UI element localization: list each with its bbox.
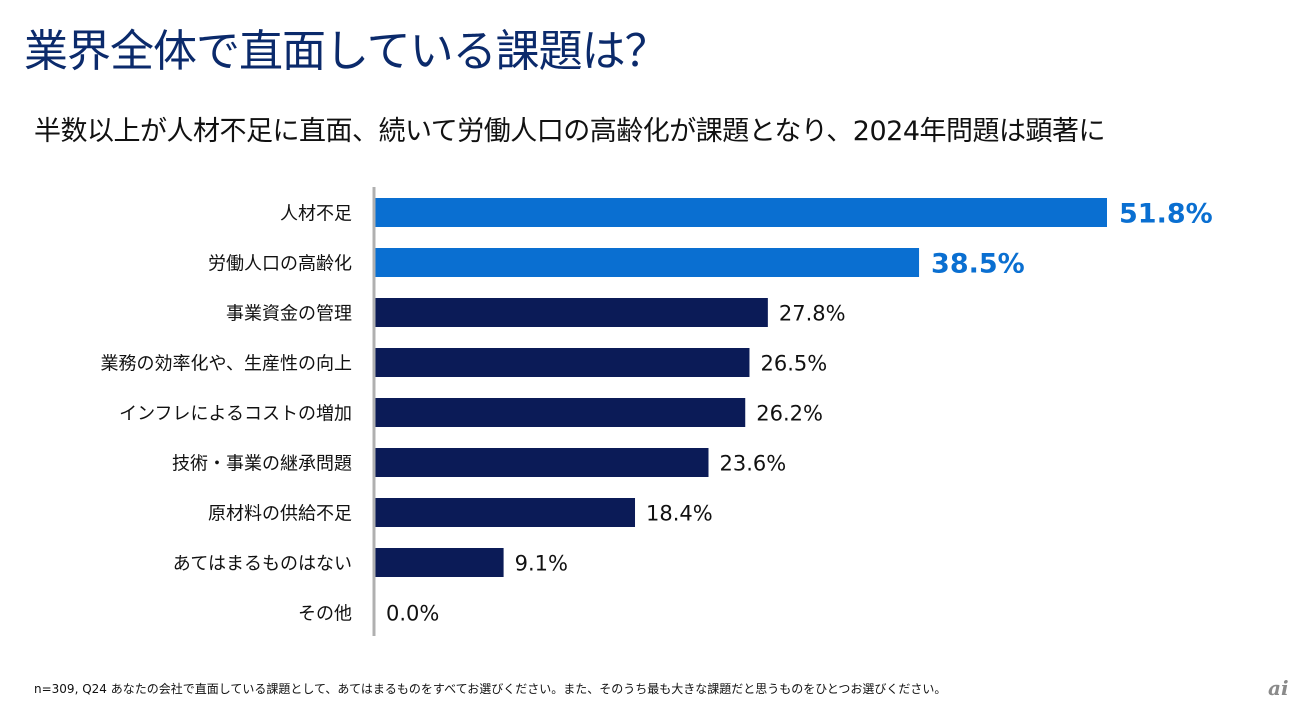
value-label: 18.4%	[646, 502, 713, 526]
category-label: 技術・事業の継承問題	[172, 454, 352, 475]
value-label: 38.5%	[931, 249, 1025, 280]
category-label: 労働人口の高齢化	[208, 254, 352, 275]
value-label: 23.6%	[719, 452, 786, 476]
bar	[375, 448, 709, 477]
bar	[375, 298, 768, 327]
bar	[375, 498, 636, 527]
page-subtitle: 半数以上が人材不足に直面、続いて労働人口の高齢化が課題となり、2024年問題は顕…	[34, 116, 1106, 147]
bar	[375, 348, 750, 377]
value-label: 26.5%	[760, 352, 827, 376]
category-label: 業務の効率化や、生産性の向上	[101, 354, 352, 375]
bar	[375, 198, 1107, 227]
bar	[375, 548, 504, 577]
category-label: 事業資金の管理	[226, 304, 352, 325]
category-label: 原材料の供給不足	[208, 504, 352, 525]
value-label: 51.8%	[1119, 199, 1213, 230]
bar	[375, 248, 920, 277]
page-title: 業界全体で直面している課題は？	[24, 26, 669, 77]
value-label: 27.8%	[779, 302, 846, 326]
category-label: インフレによるコストの増加	[119, 404, 352, 425]
logo-icon: ai	[1268, 676, 1289, 700]
footnote: n=309, Q24 あなたの会社で直面している課題として、あてはまるものをすべ…	[34, 682, 947, 696]
value-label: 26.2%	[756, 402, 823, 426]
value-label: 0.0%	[386, 602, 439, 626]
category-label: その他	[298, 604, 352, 625]
value-label: 9.1%	[515, 552, 568, 576]
category-label: 人材不足	[280, 204, 352, 225]
category-label: あてはまるものはない	[173, 554, 352, 575]
bar	[375, 398, 746, 427]
